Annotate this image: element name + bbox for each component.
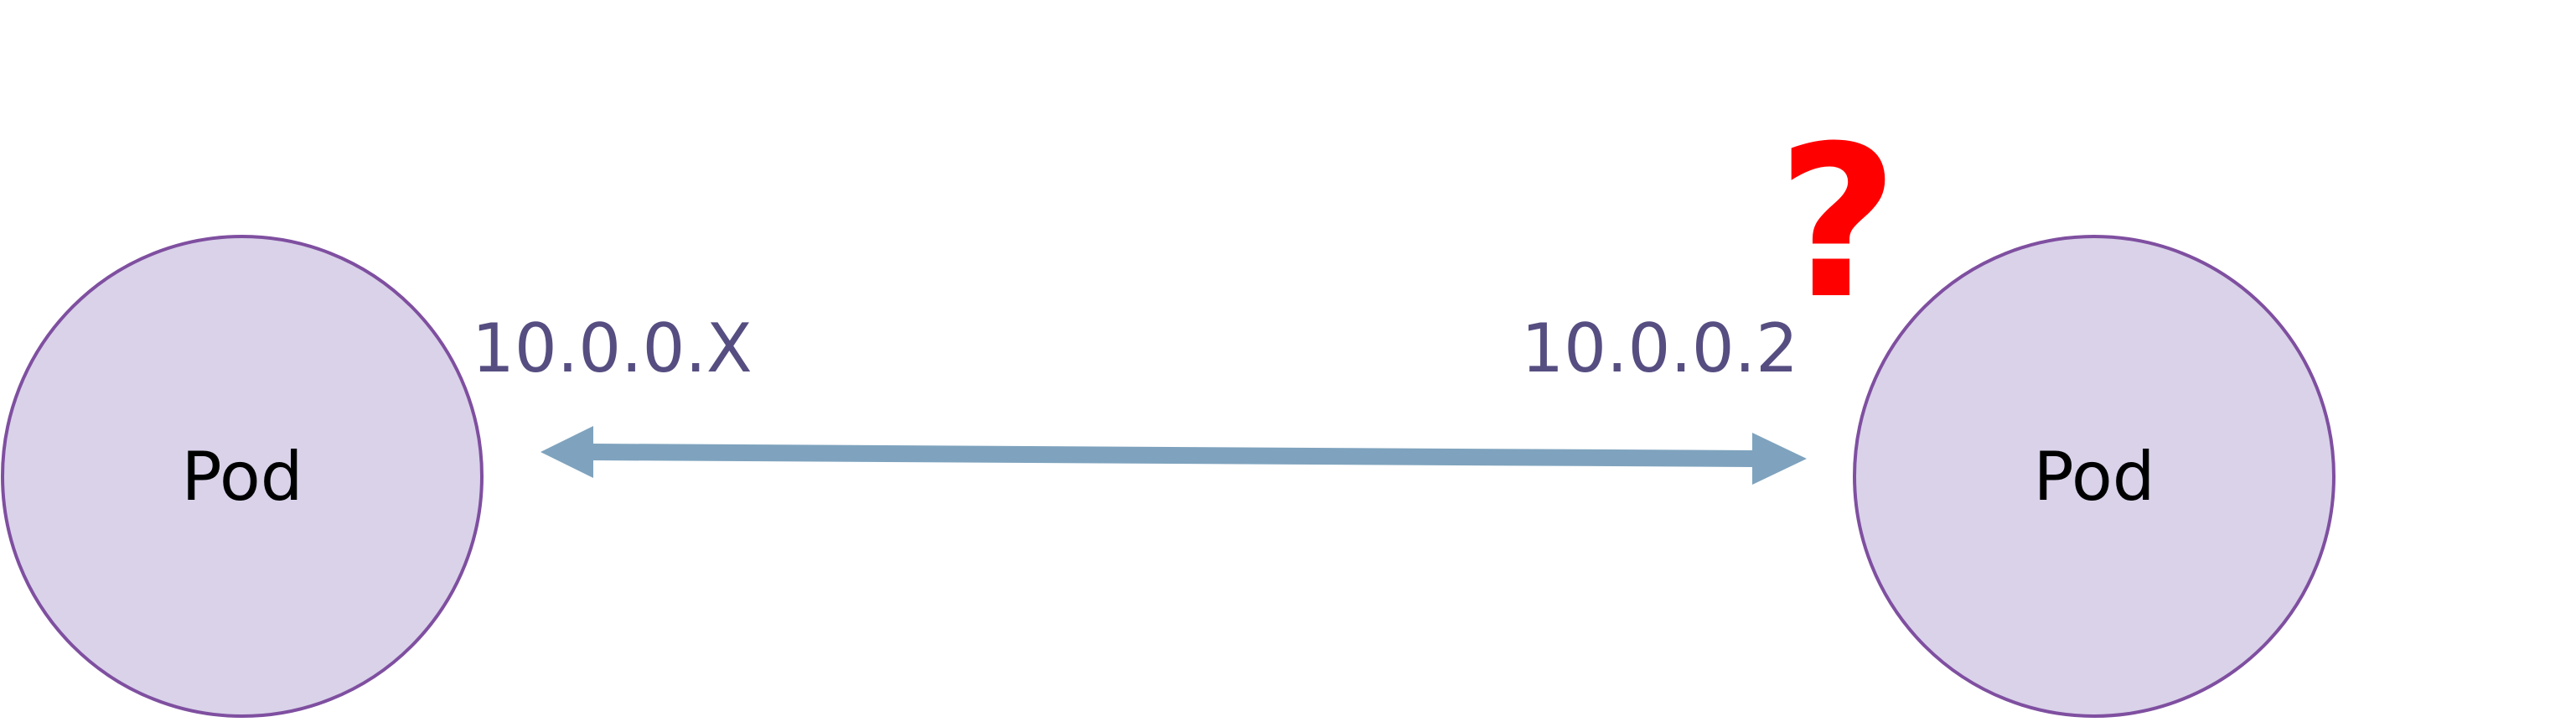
left-ip-label: 10.0.0.X (472, 309, 753, 387)
pod-left: Pod (1, 235, 484, 718)
pod-left-label: Pod (181, 438, 303, 516)
question-mark: ? (1777, 101, 1898, 345)
pod-right-label: Pod (2033, 438, 2154, 516)
pod-right: Pod (1853, 235, 2335, 718)
bidirectional-arrow (541, 426, 1807, 485)
pod-right-circle (1853, 235, 2335, 718)
pod-left-circle (1, 235, 484, 718)
right-ip-label: 10.0.0.2 (1521, 309, 1798, 387)
